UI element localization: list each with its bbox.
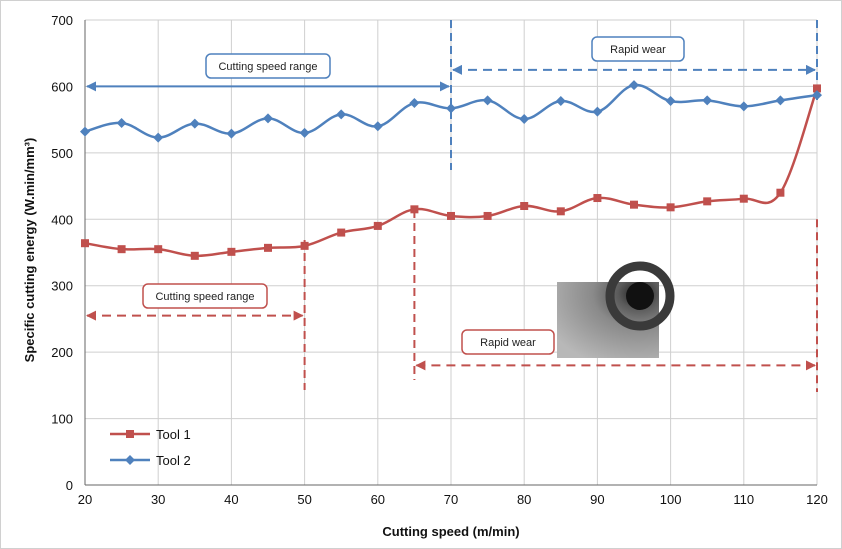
axes: 20 30 40 50 60 70 80 90 100 110 120 0 100 200 300 400 50… [51, 13, 828, 507]
legend-marker [125, 455, 135, 465]
data-point [409, 98, 420, 109]
data-point [739, 194, 748, 203]
series-tool-2 [80, 80, 822, 143]
data-point [299, 127, 310, 138]
data-point [263, 113, 273, 124]
data-point [300, 241, 309, 250]
x-tick-label: 70 [444, 492, 458, 507]
data-point [117, 245, 126, 254]
annotation-label-box [142, 283, 268, 309]
data-point [592, 106, 603, 117]
x-tick-label: 90 [590, 492, 604, 507]
x-tick-label: 120 [806, 492, 828, 507]
y-tick-label: 100 [51, 412, 73, 427]
x-tick-label: 100 [660, 492, 682, 507]
annotation-label: Cutting speed range [218, 61, 317, 73]
data-point [703, 197, 712, 206]
data-point [776, 188, 785, 197]
legend-entry: Tool 1 [110, 427, 191, 442]
x-tick-label: 80 [517, 492, 531, 507]
annotation-label: Cutting speed range [155, 291, 254, 303]
annotation-label: Rapid wear [610, 44, 666, 56]
legend-label: Tool 2 [156, 453, 191, 468]
data-point [593, 194, 602, 203]
annotation-label: Rapid wear [480, 337, 536, 349]
legend-entry: Tool 2 [110, 453, 191, 468]
data-point [519, 113, 530, 124]
data-point [264, 243, 272, 252]
y-tick-label: 500 [51, 146, 73, 161]
y-tick-label: 600 [51, 79, 73, 94]
y-tick-label: 200 [51, 345, 73, 360]
data-point [813, 84, 821, 93]
annotation-label-box [205, 53, 331, 79]
data-point [738, 101, 749, 112]
inset-photo-hole [626, 282, 654, 310]
y-tick-label: 0 [66, 478, 73, 493]
annotation-label-box [591, 36, 685, 62]
annotation-extra-dividers [450, 20, 818, 392]
data-point [227, 247, 236, 256]
data-point [446, 103, 456, 114]
annotation-label-box [461, 329, 555, 355]
data-point [153, 132, 164, 143]
data-point [630, 200, 638, 209]
data-point [775, 95, 786, 106]
x-tick-label: 30 [151, 492, 165, 507]
data-point [702, 95, 713, 106]
y-tick-label: 400 [51, 212, 73, 227]
x-tick-label: 60 [371, 492, 385, 507]
data-point [337, 228, 346, 237]
data-point [629, 80, 639, 91]
annotations: Cutting speed range Rapid wear Cutting spe… [86, 20, 818, 392]
x-tick-label: 40 [224, 492, 238, 507]
data-point [447, 211, 455, 220]
x-tick-label: 110 [733, 492, 754, 507]
data-point [226, 128, 237, 139]
data-point [410, 205, 419, 214]
data-point [154, 245, 163, 254]
data-point [812, 90, 822, 101]
x-axis-label: Cutting speed (m/min) [382, 524, 519, 539]
data-point [556, 207, 565, 216]
data-point [555, 96, 566, 107]
series-lines [80, 80, 822, 260]
data-point [666, 203, 675, 212]
y-tick-label: 700 [51, 13, 73, 28]
annotation-tool1_wear: Rapid wear [413, 210, 816, 380]
data-point [665, 96, 676, 107]
y-axis-label: Specific cutting energy (W.min/mm³) [22, 138, 37, 363]
annotation-tool2_range: Cutting speed range [86, 20, 452, 170]
data-point [190, 251, 199, 260]
data-point [116, 117, 127, 128]
data-point [483, 211, 492, 220]
annotation-tool1_range: Cutting speed range [86, 240, 306, 390]
legend-marker [126, 430, 134, 438]
data-point [373, 221, 382, 230]
data-point [189, 118, 200, 129]
inset-tool-photo [557, 261, 675, 358]
y-tick-label: 300 [51, 279, 73, 294]
legend: Tool 1 Tool 2 [110, 427, 191, 468]
data-point [482, 95, 493, 106]
x-tick-label: 20 [78, 492, 92, 507]
data-point [81, 239, 89, 248]
x-tick-label: 50 [297, 492, 311, 507]
data-point [520, 202, 529, 210]
series-tool-1 [81, 84, 821, 260]
legend-label: Tool 1 [156, 427, 191, 442]
data-point [372, 121, 383, 132]
data-point [336, 109, 347, 120]
annotation-tool2_wear: Rapid wear [452, 20, 818, 100]
data-point [80, 126, 90, 137]
inset-photo-ring [605, 261, 675, 331]
